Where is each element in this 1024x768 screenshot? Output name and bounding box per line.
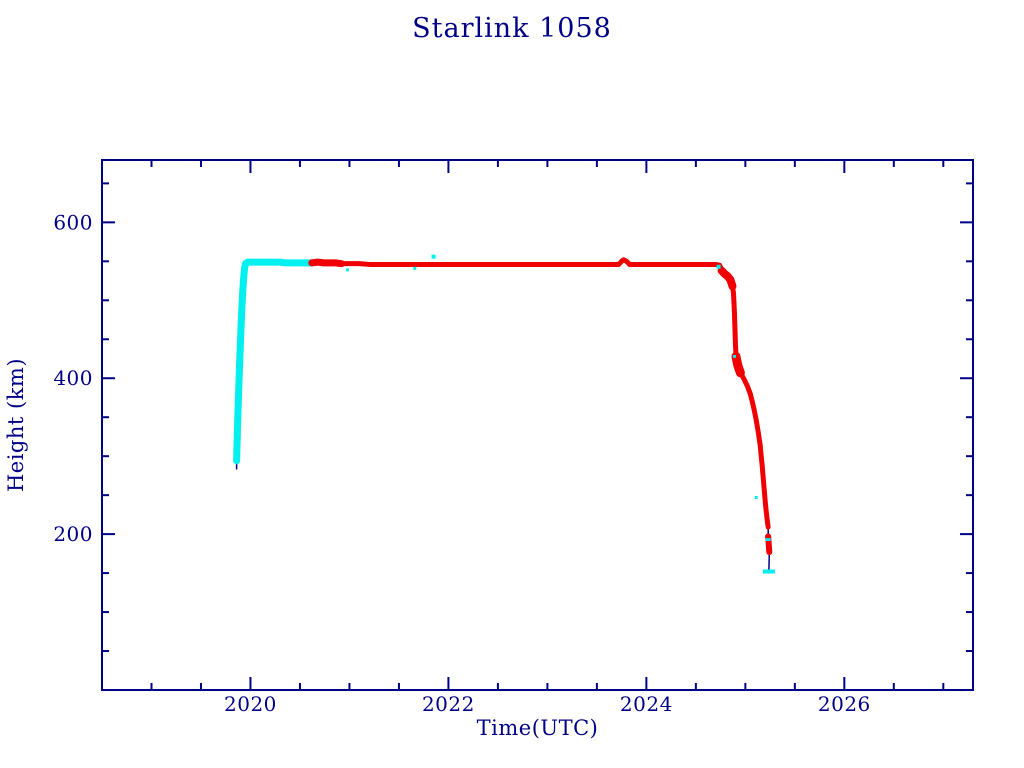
deorbit-ledge-overlay-series [717, 266, 737, 291]
deorbit-knee-overlay-series [731, 351, 745, 378]
y-tick-label: 600 [53, 210, 93, 234]
red-start-blob-overlay-series [308, 258, 346, 268]
x-axis-title: Time(UTC) [476, 716, 599, 740]
ascent-track-cyan-series [233, 258, 316, 465]
x-tick-label: 2022 [422, 692, 475, 716]
data-marker [716, 264, 721, 269]
x-tick-label: 2024 [620, 692, 673, 716]
data-marker [431, 254, 436, 259]
data-marker [732, 354, 736, 358]
chart-title: Starlink 1058 [412, 13, 612, 44]
x-tick-label: 2020 [224, 692, 277, 716]
data-marker [754, 495, 758, 499]
plot-border [101, 159, 974, 691]
x-tick-label: 2026 [818, 692, 871, 716]
data-marker [413, 266, 417, 270]
data-marker [762, 569, 775, 574]
y-tick-label: 400 [53, 366, 93, 390]
data-marker [765, 538, 771, 542]
data-marker [345, 268, 349, 272]
y-tick-label: 200 [53, 522, 93, 546]
operational-track-red-series [309, 257, 771, 530]
